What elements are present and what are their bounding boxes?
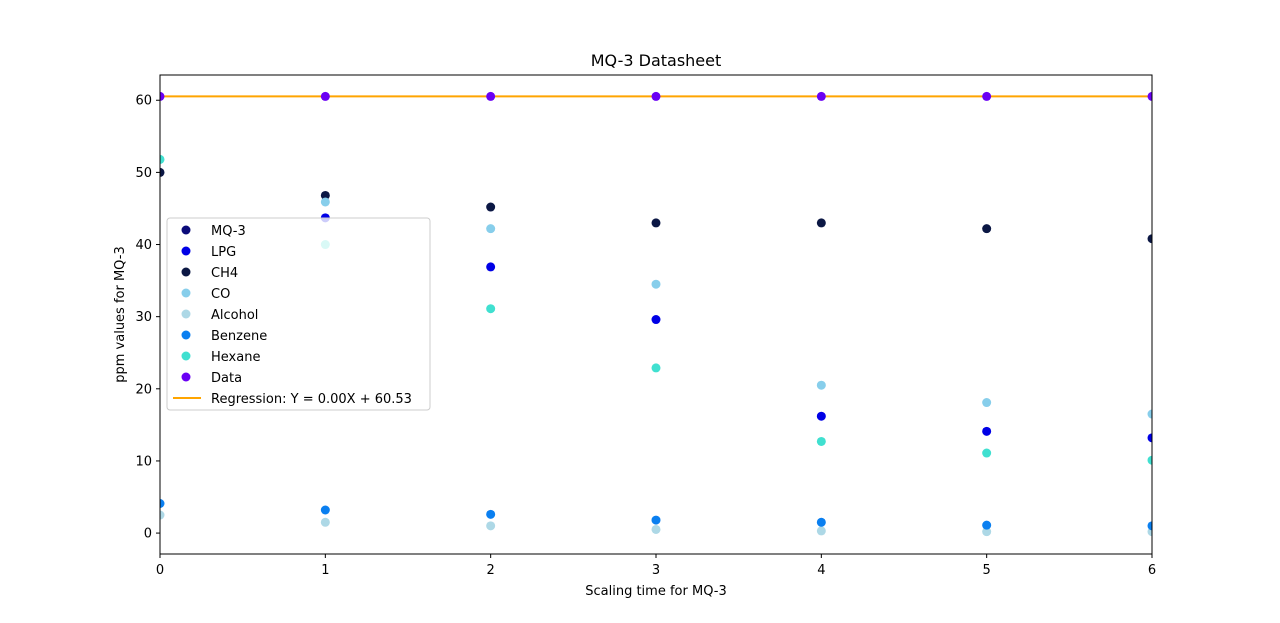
point-lpg — [1147, 433, 1152, 443]
legend-label: Hexane — [211, 350, 260, 365]
y-tick-label: 10 — [135, 454, 152, 469]
legend-box — [166, 217, 431, 411]
x-tick-label: 4 — [817, 563, 825, 578]
point-hexane — [160, 154, 165, 164]
point-hexane — [816, 436, 826, 446]
legend-label: MQ-3 — [211, 224, 246, 239]
x-tick-label: 0 — [156, 563, 164, 578]
point-ch4 — [1147, 234, 1152, 244]
x-tick-label: 6 — [1148, 563, 1156, 578]
legend-marker — [181, 288, 191, 298]
y-tick-label: 60 — [135, 94, 152, 109]
point-co — [320, 197, 330, 207]
legend-marker — [181, 330, 191, 340]
point-hexane — [651, 363, 661, 373]
legend: MQ-3 LPG CH4 CO Alcohol Benzene Hexane Data Regr… — [166, 217, 431, 411]
point-benzene — [982, 520, 992, 530]
point-benzene — [486, 509, 496, 519]
legend-marker — [181, 246, 191, 256]
y-tick-label: 0 — [144, 527, 152, 542]
point-ch4 — [160, 167, 165, 177]
point-benzene — [160, 499, 165, 509]
point-ch4 — [651, 218, 661, 228]
point-lpg — [982, 426, 992, 436]
y-tick-label: 50 — [135, 166, 152, 181]
point-hexane — [486, 304, 496, 314]
point-co — [816, 380, 826, 390]
point-ch4 — [982, 224, 992, 234]
legend-label: CH4 — [211, 266, 238, 281]
point-alcohol — [816, 526, 826, 536]
legend-label: Regression: Y = 0.00X + 60.53 — [211, 392, 412, 407]
legend-marker — [181, 351, 191, 361]
legend-marker — [181, 372, 191, 382]
x-tick-label: 1 — [321, 563, 329, 578]
legend-label: CO — [211, 287, 230, 302]
y-tick-label: 20 — [135, 382, 152, 397]
point-data — [1147, 91, 1152, 101]
legend-label: LPG — [211, 245, 236, 260]
legend-marker — [181, 267, 191, 277]
legend-marker — [181, 309, 191, 319]
point-ch4 — [320, 190, 330, 200]
legend-marker — [181, 225, 191, 235]
x-axis-label: Scaling time for MQ-3 — [585, 584, 727, 599]
point-benzene — [1147, 521, 1152, 531]
point-co — [1147, 409, 1152, 419]
point-data — [486, 91, 496, 101]
point-benzene — [651, 515, 661, 525]
point-data — [982, 91, 992, 101]
y-tick-label: 40 — [135, 238, 152, 253]
point-ch4 — [486, 202, 496, 212]
point-data — [160, 91, 165, 101]
point-hexane — [1147, 455, 1152, 465]
point-alcohol — [982, 527, 992, 537]
point-alcohol — [486, 521, 496, 531]
x-tick-label: 2 — [487, 563, 495, 578]
point-hexane — [982, 448, 992, 458]
y-tick-label: 30 — [135, 310, 152, 325]
point-benzene — [816, 517, 826, 527]
x-tick-label: 3 — [652, 563, 660, 578]
chart-title: MQ-3 Datasheet — [591, 51, 722, 70]
point-data — [320, 91, 330, 101]
point-lpg — [651, 315, 661, 325]
legend-label: Data — [211, 371, 242, 386]
x-tick-label: 5 — [983, 563, 991, 578]
point-data — [651, 91, 661, 101]
point-co — [651, 279, 661, 289]
point-ch4 — [816, 218, 826, 228]
point-lpg — [816, 411, 826, 421]
point-lpg — [486, 262, 496, 272]
point-co — [982, 398, 992, 408]
y-axis-label: ppm values for MQ-3 — [113, 246, 128, 383]
point-alcohol — [160, 510, 165, 520]
point-benzene — [320, 505, 330, 515]
point-data — [816, 91, 826, 101]
legend-label: Alcohol — [211, 308, 258, 323]
point-alcohol — [320, 517, 330, 527]
point-alcohol — [651, 524, 661, 534]
legend-label: Benzene — [211, 329, 267, 344]
point-co — [486, 224, 496, 234]
